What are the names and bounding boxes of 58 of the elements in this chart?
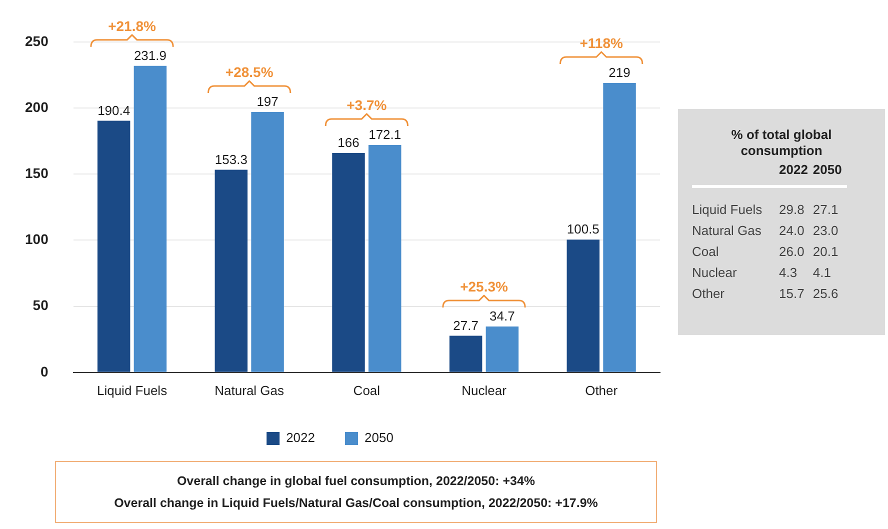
annotation: +118% bbox=[580, 34, 624, 51]
bar bbox=[134, 66, 167, 372]
y-tick-label: 100 bbox=[25, 231, 49, 248]
data-label: 100.5 bbox=[566, 222, 600, 237]
data-label: 4.1 bbox=[812, 264, 832, 282]
text: Overall change in global fuel consumption, 2022/2050: +34% bbox=[176, 473, 536, 490]
x-tick-label: Other bbox=[585, 382, 618, 398]
annotation: +3.7% bbox=[346, 96, 388, 113]
x-tick-label: Nuclear bbox=[462, 382, 508, 398]
category-label: Natural Gas bbox=[692, 222, 762, 240]
bar bbox=[566, 240, 600, 372]
legend-label: 2022 bbox=[286, 430, 315, 446]
data-label: 24.0 bbox=[779, 222, 806, 240]
text: % of total global consumption bbox=[730, 127, 833, 159]
data-label: 219 bbox=[608, 65, 630, 80]
bar bbox=[332, 153, 365, 372]
legend-label: 2050 bbox=[364, 430, 394, 446]
data-label: 153.3 bbox=[214, 152, 248, 167]
y-tick-label: 250 bbox=[25, 32, 49, 49]
y-tick-label: 200 bbox=[25, 98, 49, 115]
x-tick-label: Natural Gas bbox=[214, 382, 285, 398]
bar bbox=[97, 120, 130, 372]
data-label: 29.8 bbox=[779, 201, 806, 219]
bar bbox=[368, 144, 402, 372]
y-tick-label: 50 bbox=[32, 297, 49, 314]
x-tick-label: Coal bbox=[353, 382, 380, 398]
text: 2050 bbox=[812, 159, 847, 186]
bar bbox=[449, 336, 482, 372]
data-label: 26.0 bbox=[779, 243, 806, 261]
annotation: +28.5% bbox=[225, 64, 274, 80]
bar bbox=[486, 326, 519, 372]
text: Overall change in Liquid Fuels/Natural Gas/Coal consumption, 2022/2050: +17.9% bbox=[113, 495, 599, 512]
data-label: 166 bbox=[338, 135, 360, 150]
data-label: 23.0 bbox=[812, 222, 840, 240]
x-tick-label: Liquid Fuels bbox=[96, 382, 168, 398]
category-label: Nuclear bbox=[692, 264, 738, 282]
annotation: +25.3% bbox=[460, 278, 508, 294]
annotation: +21.8% bbox=[108, 18, 157, 34]
data-label: 4.3 bbox=[779, 264, 798, 282]
data-label: 15.7 bbox=[779, 285, 806, 303]
y-tick-label: 150 bbox=[25, 165, 49, 182]
data-label: 20.1 bbox=[812, 243, 840, 261]
data-label: 27.1 bbox=[812, 201, 840, 219]
category-label: Liquid Fuels bbox=[692, 201, 764, 219]
data-label: 231.9 bbox=[134, 48, 166, 63]
series-label: 2022 bbox=[779, 159, 813, 186]
bar bbox=[251, 112, 284, 372]
data-label: 34.7 bbox=[490, 308, 515, 324]
y-tick-label: 0 bbox=[40, 363, 49, 380]
data-label: 27.7 bbox=[453, 318, 478, 333]
category-label: Other bbox=[692, 285, 726, 303]
data-label: 190.4 bbox=[98, 102, 130, 118]
bar bbox=[603, 82, 636, 372]
category-label: Coal bbox=[692, 243, 720, 261]
data-label: 197 bbox=[256, 94, 278, 110]
data-label: 25.6 bbox=[812, 285, 840, 303]
data-label: 172.1 bbox=[368, 127, 402, 142]
bar bbox=[214, 170, 248, 372]
